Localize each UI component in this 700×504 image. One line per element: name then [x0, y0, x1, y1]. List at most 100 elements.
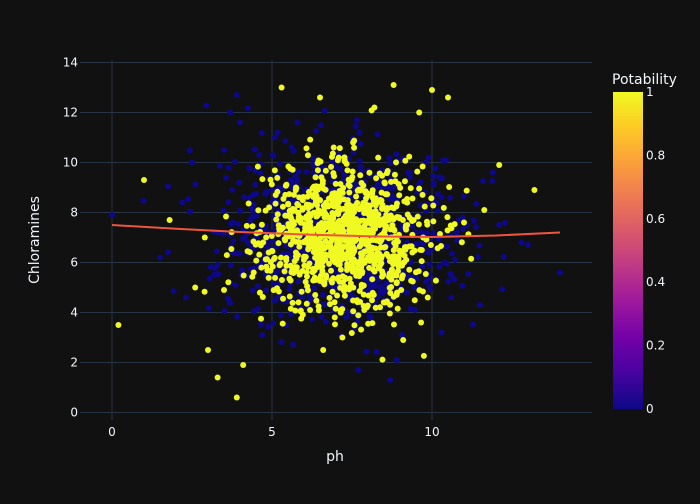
data-point: [141, 177, 147, 183]
data-point: [385, 215, 392, 222]
data-point: [228, 246, 235, 253]
data-point: [392, 253, 399, 260]
data-point: [400, 337, 407, 343]
data-point: [229, 186, 236, 193]
data-point: [288, 144, 295, 151]
data-point: [305, 244, 312, 251]
data-point: [385, 253, 392, 260]
data-point: [413, 240, 420, 247]
data-point: [286, 293, 293, 300]
y-tick-label: 12: [63, 106, 78, 120]
data-point: [429, 87, 435, 93]
data-point: [330, 144, 337, 151]
data-point: [315, 307, 322, 314]
data-point: [247, 217, 254, 224]
data-point: [319, 180, 326, 187]
data-point: [396, 192, 403, 199]
data-point: [365, 287, 372, 294]
data-point: [303, 300, 310, 307]
data-point: [346, 189, 353, 196]
data-point: [269, 152, 276, 159]
data-point: [271, 254, 278, 261]
data-point: [419, 191, 426, 198]
data-point: [417, 179, 424, 186]
trendline: [111, 224, 561, 239]
data-point: [395, 263, 402, 270]
data-point: [398, 248, 405, 255]
data-point: [339, 251, 346, 258]
data-point: [329, 159, 336, 166]
data-point: [290, 269, 297, 276]
data-point: [423, 278, 430, 285]
data-point: [170, 288, 177, 295]
data-point: [328, 153, 335, 160]
data-point: [224, 295, 231, 302]
data-point: [238, 267, 245, 274]
data-point: [350, 139, 357, 146]
data-point: [394, 305, 401, 312]
data-point: [382, 299, 389, 306]
data-point: [383, 191, 390, 198]
data-point: [236, 179, 243, 186]
data-point: [223, 252, 230, 259]
data-point: [377, 304, 384, 311]
data-point: [278, 339, 285, 346]
data-point: [353, 235, 360, 242]
data-point: [299, 197, 306, 204]
data-point: [447, 194, 454, 201]
colorbar-tick-label: 0.4: [646, 275, 665, 289]
data-point: [228, 262, 235, 269]
data-point: [274, 129, 281, 136]
data-point: [364, 210, 371, 217]
data-point: [304, 287, 311, 294]
data-point: [420, 352, 427, 359]
data-point: [345, 308, 352, 315]
data-point: [230, 238, 237, 245]
data-point: [409, 249, 416, 256]
data-point: [278, 277, 285, 284]
data-point: [321, 107, 328, 114]
data-point: [459, 226, 466, 233]
x-axis-label: ph: [326, 449, 344, 465]
data-point: [412, 269, 419, 276]
data-point: [278, 226, 285, 233]
data-point: [220, 230, 227, 237]
y-axis-label: Chloramines: [27, 196, 43, 284]
data-point: [339, 306, 346, 313]
data-point: [416, 109, 423, 116]
data-point: [336, 261, 343, 268]
colorbar-title: Potability: [612, 72, 677, 88]
data-point: [317, 158, 324, 165]
y-tick-label: 10: [63, 156, 78, 170]
x-tick-label: 0: [108, 425, 116, 439]
data-point: [407, 185, 414, 192]
data-point: [387, 289, 394, 296]
data-point: [312, 174, 319, 181]
data-point: [375, 211, 382, 218]
data-point: [330, 203, 337, 210]
data-point: [272, 192, 279, 199]
colorbar-tick-label: 0.2: [646, 339, 665, 353]
data-point: [257, 242, 264, 249]
data-point: [323, 199, 330, 206]
data-point: [312, 225, 319, 232]
data-point: [401, 259, 408, 266]
data-point: [378, 255, 385, 262]
data-point: [411, 284, 418, 291]
data-point: [290, 341, 297, 348]
data-point: [275, 240, 282, 247]
data-point: [390, 226, 397, 233]
data-point: [271, 167, 278, 174]
data-point: [246, 195, 253, 202]
data-point: [500, 253, 507, 260]
data-point: [351, 248, 358, 255]
data-point: [304, 152, 311, 159]
data-point: [454, 237, 461, 244]
data-point: [381, 180, 388, 187]
data-point: [234, 313, 241, 320]
data-point: [265, 249, 272, 256]
data-point: [455, 216, 462, 223]
data-point: [311, 285, 318, 292]
data-point: [403, 289, 410, 296]
data-point: [201, 288, 208, 295]
